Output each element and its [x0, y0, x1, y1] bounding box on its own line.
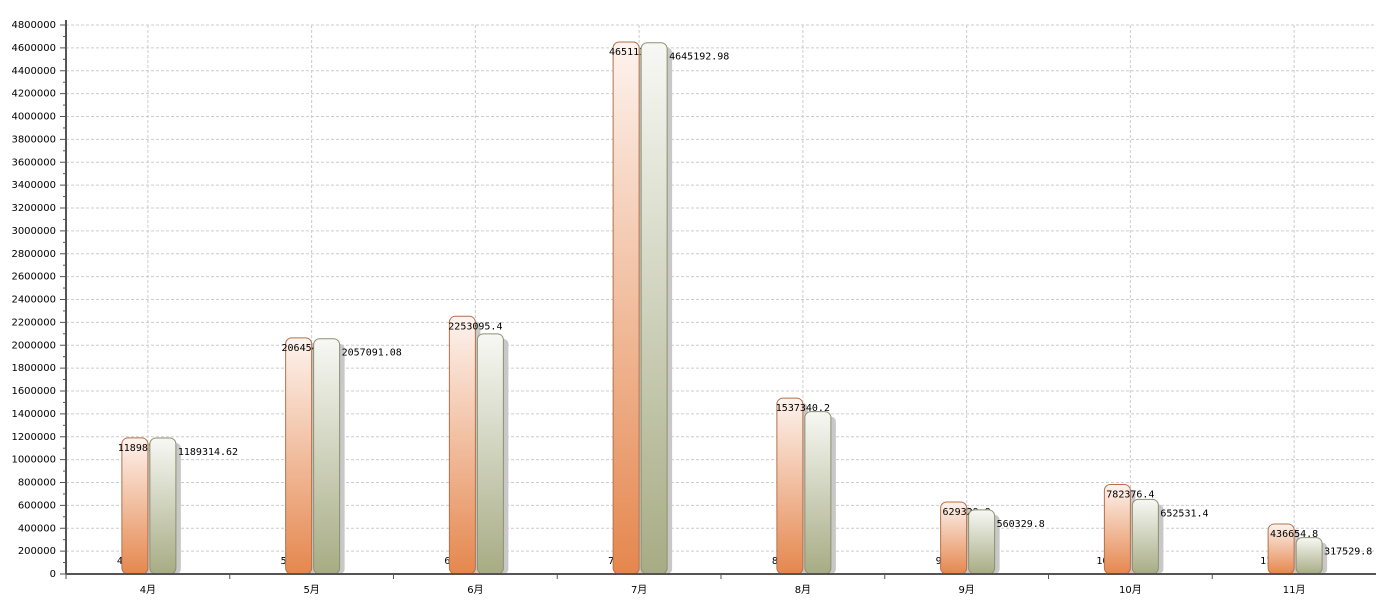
x-tick-label: 6月 — [467, 584, 483, 596]
y-tick-label: 0 — [50, 569, 56, 580]
value-label: 9 — [936, 556, 942, 567]
y-tick-label: 2200000 — [11, 317, 56, 328]
y-tick-label: 2000000 — [11, 340, 56, 351]
value-label: 2253095.4 — [448, 321, 502, 332]
bar — [804, 411, 832, 575]
value-label: 4 — [117, 556, 123, 567]
y-tick-label: 1400000 — [11, 409, 56, 420]
y-tick-label: 400000 — [18, 523, 56, 534]
value-label: 4645192.98 — [669, 52, 729, 63]
x-tick-label: 5月 — [303, 584, 319, 596]
x-tick-label: 7月 — [631, 584, 647, 596]
y-tick-label: 3400000 — [11, 180, 56, 191]
value-label: 5 — [281, 556, 287, 567]
value-label: 436654.8 — [1270, 529, 1318, 540]
y-tick-label: 1600000 — [11, 386, 56, 397]
y-tick-label: 800000 — [18, 478, 56, 489]
bar — [640, 42, 668, 575]
y-tick-label: 1200000 — [11, 432, 56, 443]
value-label: 7 — [608, 556, 614, 567]
bar — [776, 397, 804, 575]
bar — [285, 337, 313, 575]
y-tick-label: 2400000 — [11, 295, 56, 306]
y-tick-label: 4000000 — [11, 112, 56, 123]
y-tick-label: 3600000 — [11, 157, 56, 168]
value-label: 6 — [444, 556, 450, 567]
value-label: 2064547.08 — [282, 343, 342, 354]
y-tick-label: 1000000 — [11, 455, 56, 466]
value-label: 1537340.2 — [776, 403, 830, 414]
y-tick-label: 3800000 — [11, 134, 56, 145]
y-tick-label: 1800000 — [11, 363, 56, 374]
y-tick-label: 4800000 — [11, 20, 56, 31]
y-tick-label: 4400000 — [11, 66, 56, 77]
x-tick-label: 8月 — [795, 584, 811, 596]
value-label: 10 — [1096, 556, 1108, 567]
value-label: 629329.8 — [943, 507, 991, 518]
x-tick-label: 11月 — [1283, 584, 1306, 596]
y-tick-label: 4600000 — [11, 43, 56, 54]
bar — [121, 437, 149, 575]
bar — [313, 338, 341, 575]
x-tick-label: 9月 — [958, 584, 974, 596]
bar — [1295, 537, 1323, 575]
y-tick-label: 600000 — [18, 500, 56, 511]
value-label: 1189314.62 — [178, 447, 238, 458]
value-label: 560329.8 — [997, 519, 1045, 530]
bar — [149, 437, 177, 575]
value-label: 317529.8 — [1324, 547, 1372, 558]
bar — [476, 333, 504, 575]
value-label: 1189813.42 — [118, 443, 178, 454]
x-tick-label: 4月 — [140, 584, 156, 596]
bar — [1131, 498, 1159, 575]
value-label: 2057091.08 — [342, 348, 402, 359]
value-label: 11 — [1260, 556, 1272, 567]
y-tick-label: 2800000 — [11, 249, 56, 260]
bar — [968, 509, 996, 575]
y-tick-label: 4200000 — [11, 89, 56, 100]
y-tick-label: 2600000 — [11, 272, 56, 283]
value-label: 8 — [772, 556, 778, 567]
bar — [612, 41, 640, 575]
value-label: 782376.4 — [1106, 490, 1154, 501]
y-tick-label: 200000 — [18, 546, 56, 557]
y-tick-label: 3000000 — [11, 226, 56, 237]
value-label: 652531.4 — [1160, 508, 1208, 519]
value-label: 4651139.78 — [609, 47, 669, 58]
bar — [448, 315, 476, 575]
x-tick-label: 10月 — [1119, 584, 1142, 596]
y-tick-label: 3200000 — [11, 203, 56, 214]
